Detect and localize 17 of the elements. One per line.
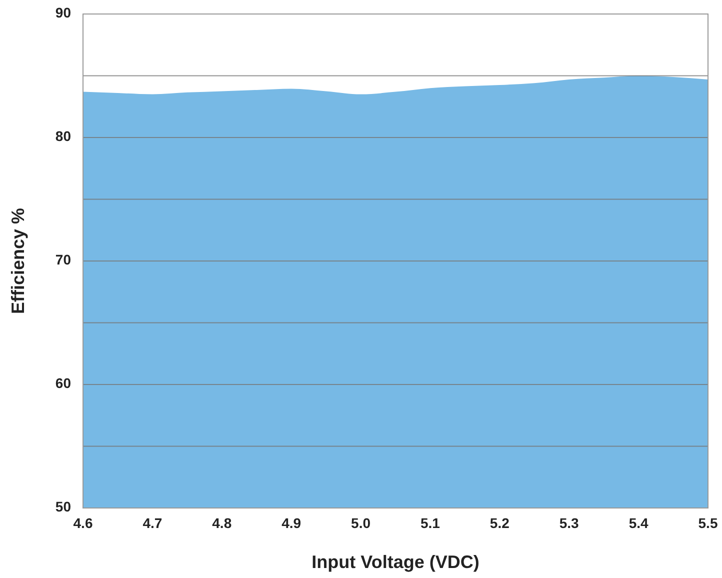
x-tick-label: 5.0 bbox=[351, 515, 371, 531]
y-tick-label: 80 bbox=[55, 128, 72, 144]
x-tick-label: 5.4 bbox=[628, 515, 648, 531]
x-tick-label: 5.2 bbox=[490, 515, 510, 531]
y-tick-label: 90 bbox=[55, 4, 72, 21]
y-tick-label: 50 bbox=[55, 498, 72, 515]
x-tick-label: 4.9 bbox=[282, 515, 302, 531]
y-tick-label: 70 bbox=[55, 252, 72, 268]
x-tick-label: 5.1 bbox=[420, 515, 440, 531]
x-tick-label: 5.5 bbox=[698, 515, 718, 531]
y-tick-label: 60 bbox=[55, 375, 72, 392]
x-tick-label: 5.3 bbox=[559, 515, 580, 531]
x-axis-title: Input Voltage (VDC) bbox=[312, 552, 480, 572]
y-axis-title: Efficiency % bbox=[8, 208, 28, 314]
x-tick-label: 4.8 bbox=[212, 515, 232, 531]
x-tick-label: 4.7 bbox=[142, 515, 162, 531]
x-tick-label: 4.6 bbox=[73, 515, 93, 531]
